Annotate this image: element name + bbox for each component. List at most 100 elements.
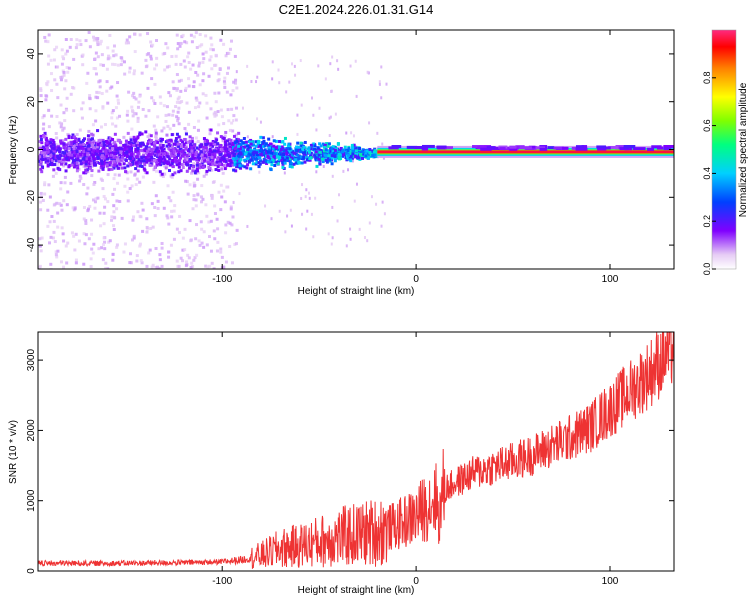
spectrogram-speckle — [194, 96, 198, 100]
spectrogram-speckle — [164, 119, 168, 123]
spectrogram-cell — [299, 144, 303, 148]
spectrogram-cell — [214, 141, 218, 145]
spectrogram-cell — [96, 155, 100, 159]
spectrogram-cell — [201, 149, 205, 153]
spectrogram-cell — [257, 149, 261, 153]
spectrogram-cell — [78, 151, 82, 155]
spectrogram-cell — [40, 141, 44, 145]
spectrogram-speckle — [231, 89, 235, 93]
spectrogram-speckle — [105, 89, 109, 93]
spectrogram-speckle — [336, 219, 339, 223]
carrier-blotch — [499, 147, 506, 151]
spectrogram-cell — [238, 164, 242, 168]
spectrogram-cell — [233, 161, 237, 165]
spectrogram-speckle — [289, 208, 292, 212]
spectrogram-cell — [126, 147, 130, 151]
spectrogram-speckle — [81, 101, 85, 105]
spectrogram-speckle — [187, 256, 191, 260]
spectrogram-cell — [245, 166, 249, 170]
spectrogram-cell — [64, 146, 68, 150]
carrier-blotch — [615, 146, 623, 150]
spectrogram-speckle — [187, 51, 191, 55]
spectrogram-speckle — [136, 105, 140, 109]
spectrogram-speckle — [166, 46, 170, 50]
spectrogram-speckle — [73, 248, 77, 252]
spectrogram-speckle — [69, 181, 73, 185]
spectrogram-x-tick-label: -100 — [212, 274, 232, 285]
spectrogram-cell — [362, 155, 366, 159]
spectrogram-speckle — [89, 265, 93, 269]
spectrogram-speckle — [167, 64, 171, 68]
spectrogram-cell — [138, 144, 142, 148]
spectrogram-cell — [283, 136, 287, 140]
spectrogram-speckle — [158, 95, 162, 99]
spectrogram-speckle — [355, 94, 358, 98]
spectrogram-cell — [285, 156, 289, 160]
spectrogram-speckle — [230, 261, 234, 265]
spectrogram-speckle — [117, 173, 121, 177]
spectrogram-cell — [65, 154, 69, 158]
spectrogram-cell — [171, 159, 175, 163]
carrier-blotch — [571, 146, 580, 150]
colorbar-tick-label: 0.8 — [702, 72, 712, 85]
spectrogram-speckle — [220, 195, 224, 199]
carrier-blotch — [391, 145, 402, 149]
spectrogram-cell — [153, 165, 157, 169]
spectrogram-cell — [281, 147, 285, 151]
spectrogram-speckle — [318, 106, 321, 110]
spectrogram-cell — [106, 150, 110, 154]
spectrogram-cell — [50, 142, 54, 146]
spectrogram-cell — [122, 151, 126, 155]
spectrogram-speckle — [133, 32, 137, 36]
spectrogram-cell — [191, 169, 195, 173]
spectrogram-cell — [244, 152, 248, 156]
spectrogram-speckle — [184, 86, 188, 90]
spectrogram-speckle — [103, 247, 107, 251]
spectrogram-cell — [102, 144, 106, 148]
spectrogram-cell — [138, 161, 142, 165]
spectrogram-speckle — [342, 169, 345, 173]
spectrogram-speckle — [82, 262, 86, 266]
spectrogram-speckle — [118, 199, 122, 203]
spectrogram-speckle — [52, 219, 56, 223]
spectrogram-speckle — [170, 55, 174, 59]
spectrogram-speckle — [94, 72, 98, 76]
spectrogram-cell — [257, 165, 261, 169]
spectrogram-speckle — [176, 47, 180, 51]
spectrogram-cell — [347, 153, 351, 157]
spectrogram-speckle — [126, 199, 130, 203]
spectrogram-speckle — [101, 243, 105, 247]
spectrogram-speckle — [114, 53, 118, 57]
spectrogram-cell — [91, 150, 95, 154]
spectrogram-speckle — [270, 217, 273, 221]
spectrogram-cell — [183, 145, 187, 149]
spectrogram-cell — [144, 130, 148, 134]
spectrogram-cell — [201, 165, 205, 169]
spectrogram-cell — [232, 134, 236, 138]
spectrogram-speckle — [315, 170, 318, 174]
spectrogram-cell — [264, 142, 268, 146]
spectrogram-cell — [269, 157, 273, 161]
spectrogram-speckle — [82, 217, 86, 221]
spectrogram-speckle — [79, 43, 83, 47]
spectrogram-speckle — [178, 214, 182, 218]
spectrogram-cell — [158, 143, 162, 147]
carrier-blotch — [547, 146, 555, 150]
spectrogram-speckle — [308, 196, 311, 200]
spectrogram-speckle — [226, 220, 230, 224]
spectrogram-cell — [134, 150, 138, 154]
spectrogram-speckle — [82, 164, 86, 168]
spectrogram-speckle — [59, 260, 63, 264]
spectrogram-cell — [155, 160, 159, 164]
spectrogram-speckle — [138, 94, 142, 98]
spectrogram-speckle — [197, 119, 201, 123]
spectrogram-speckle — [147, 133, 151, 137]
spectrogram-speckle — [107, 240, 111, 244]
spectrogram-speckle — [111, 62, 115, 66]
spectrogram-speckle — [102, 236, 106, 240]
spectrogram-cell — [284, 156, 288, 160]
spectrogram-cell — [307, 150, 311, 154]
spectrogram-cell — [189, 163, 193, 167]
spectrogram-cell — [286, 144, 290, 148]
spectrogram-cell — [199, 150, 203, 154]
